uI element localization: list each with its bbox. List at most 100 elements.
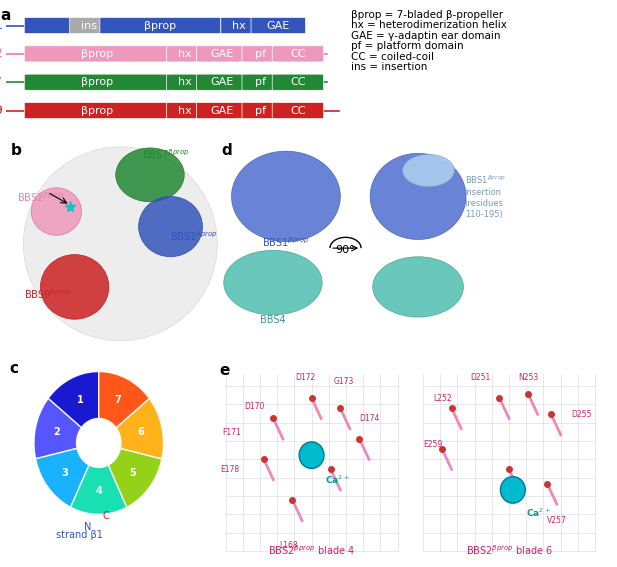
Ellipse shape bbox=[31, 188, 81, 235]
Text: BBS4: BBS4 bbox=[260, 315, 286, 325]
Text: Ca$^{2+}$: Ca$^{2+}$ bbox=[325, 473, 350, 486]
Text: GAE: GAE bbox=[267, 20, 290, 31]
Text: ins: ins bbox=[81, 20, 97, 31]
Text: G173: G173 bbox=[334, 377, 354, 386]
Polygon shape bbox=[99, 371, 149, 428]
Text: βprop: βprop bbox=[81, 77, 113, 87]
Text: BBS7$^{\beta prop}$: BBS7$^{\beta prop}$ bbox=[142, 147, 190, 160]
Text: N253: N253 bbox=[518, 373, 538, 382]
Text: 5: 5 bbox=[130, 468, 136, 478]
Text: βprop: βprop bbox=[81, 49, 113, 59]
Text: hx: hx bbox=[178, 105, 191, 116]
FancyBboxPatch shape bbox=[242, 103, 278, 119]
Text: pf: pf bbox=[255, 49, 266, 59]
Text: c: c bbox=[10, 361, 19, 376]
Text: C: C bbox=[102, 511, 109, 522]
Text: Ca$^{2+}$: Ca$^{2+}$ bbox=[526, 506, 551, 519]
FancyBboxPatch shape bbox=[197, 74, 248, 90]
Text: ins = insertion: ins = insertion bbox=[351, 62, 427, 73]
Text: a: a bbox=[0, 8, 10, 23]
Text: BBS1$^{\beta prop}$
insertion
(residues
110-195): BBS1$^{\beta prop}$ insertion (residues … bbox=[465, 174, 506, 219]
Ellipse shape bbox=[41, 255, 109, 319]
Text: L252: L252 bbox=[433, 393, 452, 403]
FancyBboxPatch shape bbox=[24, 74, 170, 90]
Text: BBS1$^{\beta prop}$: BBS1$^{\beta prop}$ bbox=[262, 235, 310, 249]
Ellipse shape bbox=[116, 148, 184, 202]
Polygon shape bbox=[70, 465, 127, 514]
FancyBboxPatch shape bbox=[24, 103, 170, 119]
Text: E178: E178 bbox=[220, 465, 239, 474]
Ellipse shape bbox=[224, 250, 322, 315]
Text: BBS1$^{\beta prop}$: BBS1$^{\beta prop}$ bbox=[170, 229, 217, 243]
FancyBboxPatch shape bbox=[221, 18, 257, 33]
Text: D172: D172 bbox=[296, 373, 316, 382]
Polygon shape bbox=[109, 448, 162, 507]
Text: BBS2: BBS2 bbox=[0, 48, 3, 60]
Text: hx = heterodimerization helix: hx = heterodimerization helix bbox=[351, 20, 507, 31]
FancyBboxPatch shape bbox=[242, 74, 278, 90]
FancyBboxPatch shape bbox=[242, 46, 278, 62]
FancyBboxPatch shape bbox=[167, 74, 202, 90]
Text: CC = coiled-coil: CC = coiled-coil bbox=[351, 52, 434, 62]
Text: D174: D174 bbox=[358, 414, 379, 423]
Text: N: N bbox=[84, 522, 91, 532]
Text: d: d bbox=[221, 142, 232, 158]
FancyBboxPatch shape bbox=[70, 18, 109, 33]
Text: 2: 2 bbox=[53, 428, 60, 437]
FancyBboxPatch shape bbox=[167, 103, 202, 119]
Text: D170: D170 bbox=[244, 401, 265, 411]
Text: 1: 1 bbox=[77, 395, 83, 405]
Text: BBS9: BBS9 bbox=[0, 104, 3, 117]
FancyBboxPatch shape bbox=[24, 46, 170, 62]
Text: BBS7: BBS7 bbox=[0, 76, 3, 88]
Text: D255: D255 bbox=[571, 410, 592, 419]
Text: 3: 3 bbox=[61, 468, 68, 478]
Text: GAE: GAE bbox=[211, 49, 234, 59]
FancyBboxPatch shape bbox=[251, 18, 305, 33]
Text: hx: hx bbox=[232, 20, 246, 31]
Text: BBS1: BBS1 bbox=[0, 19, 3, 32]
Text: strand β1: strand β1 bbox=[56, 530, 103, 540]
Text: GAE: GAE bbox=[211, 105, 234, 116]
Text: e: e bbox=[220, 363, 230, 378]
FancyBboxPatch shape bbox=[272, 103, 324, 119]
Text: GAE = γ-adaptin ear domain: GAE = γ-adaptin ear domain bbox=[351, 31, 500, 41]
Text: GAE: GAE bbox=[211, 77, 234, 87]
Text: BBS2$^{\beta prop}$ blade 4: BBS2$^{\beta prop}$ blade 4 bbox=[268, 543, 355, 557]
Text: CC: CC bbox=[290, 77, 305, 87]
Text: hx: hx bbox=[178, 49, 191, 59]
Text: BBS2$^{\beta prop}$: BBS2$^{\beta prop}$ bbox=[17, 190, 64, 204]
Polygon shape bbox=[34, 399, 81, 459]
Text: βprop: βprop bbox=[144, 20, 176, 31]
Text: BBS9$^{\beta prop}$: BBS9$^{\beta prop}$ bbox=[23, 287, 71, 301]
FancyBboxPatch shape bbox=[167, 46, 202, 62]
Text: b: b bbox=[10, 142, 22, 158]
Ellipse shape bbox=[402, 154, 454, 187]
Circle shape bbox=[299, 442, 324, 468]
FancyBboxPatch shape bbox=[272, 74, 324, 90]
Text: F171: F171 bbox=[222, 428, 241, 437]
Text: pf: pf bbox=[255, 105, 266, 116]
Ellipse shape bbox=[231, 151, 341, 242]
FancyBboxPatch shape bbox=[100, 18, 221, 33]
Text: D251: D251 bbox=[470, 373, 491, 382]
FancyBboxPatch shape bbox=[197, 46, 248, 62]
Text: V257: V257 bbox=[547, 516, 567, 525]
Ellipse shape bbox=[370, 153, 466, 239]
Text: BBS2$^{\beta prop}$ blade 6: BBS2$^{\beta prop}$ blade 6 bbox=[466, 543, 552, 557]
Text: CC: CC bbox=[290, 49, 305, 59]
Text: hx: hx bbox=[178, 77, 191, 87]
Text: pf = platform domain: pf = platform domain bbox=[351, 41, 463, 52]
Polygon shape bbox=[116, 399, 164, 459]
Polygon shape bbox=[36, 448, 89, 507]
Ellipse shape bbox=[23, 147, 217, 341]
Text: βprop = 7-bladed β-propeller: βprop = 7-bladed β-propeller bbox=[351, 10, 503, 20]
Text: 90°: 90° bbox=[336, 246, 355, 255]
Text: 7: 7 bbox=[114, 395, 121, 405]
Text: E259: E259 bbox=[423, 441, 442, 450]
FancyBboxPatch shape bbox=[197, 103, 248, 119]
Ellipse shape bbox=[139, 196, 202, 257]
FancyBboxPatch shape bbox=[272, 46, 324, 62]
Text: βprop: βprop bbox=[81, 105, 113, 116]
Text: CC: CC bbox=[290, 105, 305, 116]
